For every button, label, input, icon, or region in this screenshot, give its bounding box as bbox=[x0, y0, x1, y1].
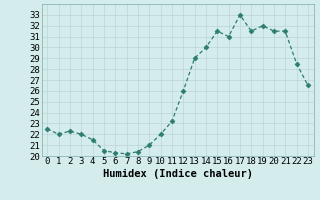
X-axis label: Humidex (Indice chaleur): Humidex (Indice chaleur) bbox=[103, 169, 252, 179]
